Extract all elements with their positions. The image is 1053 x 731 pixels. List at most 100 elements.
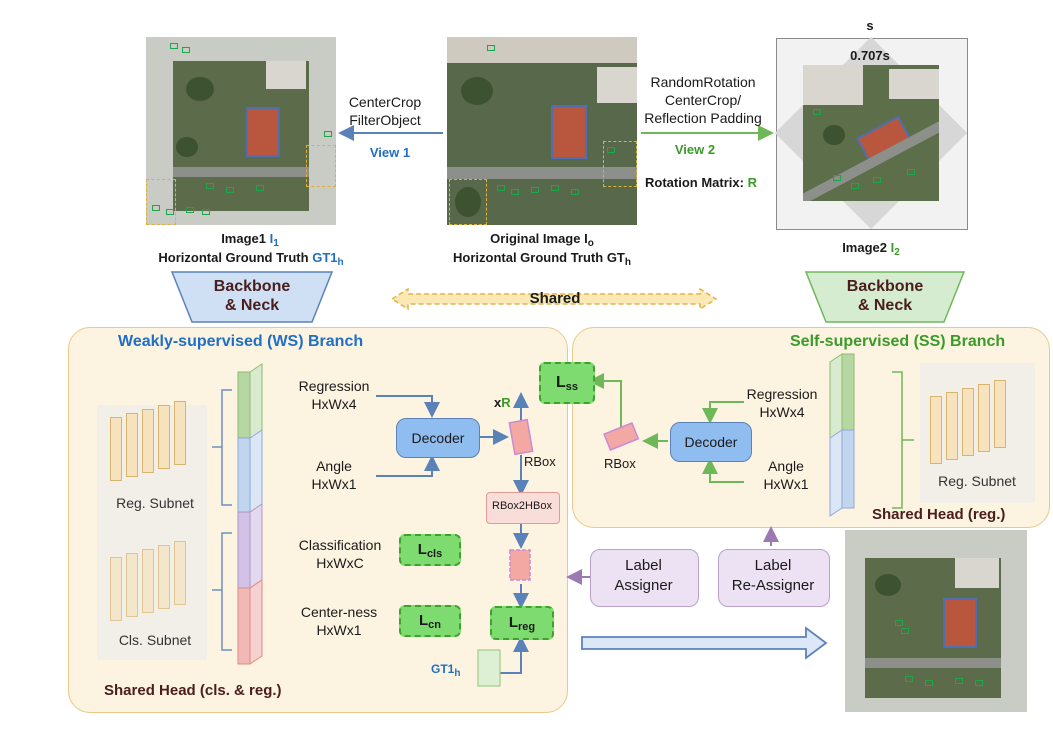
original-gt-subscript: h xyxy=(624,257,631,268)
ws-classification-line1: Classification xyxy=(298,537,382,553)
output-image xyxy=(845,530,1027,712)
left-backbone-trapezoid xyxy=(170,271,334,323)
image1-caption-text: Image1 xyxy=(221,231,270,246)
ws-reg-subnet-label: Reg. Subnet xyxy=(116,495,194,511)
rbox2hbox-label: RBox2HBox xyxy=(492,500,552,512)
ws-xr-label: xR xyxy=(494,395,511,410)
right-op-line3: Reflection Padding xyxy=(644,110,762,126)
cls-subnet-stack xyxy=(110,541,210,625)
ss-rbox-label: RBox xyxy=(604,456,636,471)
original-caption-line1: Original Image Io xyxy=(447,231,637,249)
loss-reg: Lreg xyxy=(490,606,554,640)
original-caption-line2: Horizontal Ground Truth GTh xyxy=(422,250,662,268)
label-assigner-line1: Label xyxy=(625,557,662,574)
loss-cn-letter: L xyxy=(418,612,429,629)
ss-angle-line2: HxWx1 xyxy=(763,476,809,492)
ws-regression-line2: HxWx4 xyxy=(311,396,357,412)
ss-footer-label: Shared Head (reg.) xyxy=(872,506,1006,523)
ss-reg-subnet-label: Reg. Subnet xyxy=(938,473,1016,489)
ws-reg-bracket xyxy=(212,389,232,506)
label-reassigner-line1: Label xyxy=(754,557,792,574)
ws-angle-line2: HxWx1 xyxy=(311,476,357,492)
ws-xr-text: x xyxy=(494,395,502,410)
loss-cn: Lcn xyxy=(399,605,461,637)
ws-branch-title: Weakly-supervised (WS) Branch xyxy=(118,333,364,350)
gt1h-text: GT1 xyxy=(431,662,455,676)
loss-reg-subscript: reg xyxy=(518,621,536,633)
gt1h-to-lreg xyxy=(500,636,529,674)
loss-cn-subscript: cn xyxy=(428,619,441,631)
loss-ss: Lss xyxy=(539,362,595,404)
s-label: s xyxy=(866,18,874,33)
loss-reg-letter: L xyxy=(508,614,519,631)
ws-angle-to-decoder xyxy=(376,455,440,477)
image2-caption-text: Image2 xyxy=(842,240,891,255)
ws-reg-to-decoder xyxy=(376,395,440,418)
image1-gt-subscript: h xyxy=(337,257,344,268)
ws-rbox-shape xyxy=(508,418,534,456)
gt1h-label: GT1h xyxy=(431,662,460,679)
ws-xr-symbol: R xyxy=(501,395,511,410)
label-reassigner-box xyxy=(718,549,830,607)
label-reassigner-line2: Re-Assigner xyxy=(731,577,815,594)
shared-label: Shared xyxy=(529,290,581,307)
rotation-matrix-text: Rotation Matrix: xyxy=(645,175,748,190)
shared-double-arrow xyxy=(390,287,718,311)
ss-regression-line1: Regression xyxy=(746,386,818,402)
loss-ss-letter: L xyxy=(555,374,566,391)
ss-bracket xyxy=(892,371,914,509)
ws-regression-line1: Regression xyxy=(298,378,370,394)
original-gt-text: Horizontal Ground Truth GT xyxy=(453,250,625,265)
view2-label: View 2 xyxy=(674,142,716,157)
ss-decoder: Decoder xyxy=(670,422,752,462)
ws-classification-line2: HxWxC xyxy=(316,555,364,571)
gt1h-subscript: h xyxy=(454,668,461,679)
image1-gt-symbol: GT1 xyxy=(312,250,338,265)
gt1h-box xyxy=(477,649,501,687)
ws-decoder: Decoder xyxy=(396,418,480,458)
image1-gt-text: Horizontal Ground Truth xyxy=(158,250,313,265)
ws-centerness-map xyxy=(249,579,263,665)
ws-centerness-line2: HxWx1 xyxy=(316,622,362,638)
left-backbone-line1: Backbone xyxy=(213,278,291,295)
ss-reg-subnet-stack xyxy=(930,380,1030,470)
right-backbone-line2: & Neck xyxy=(857,297,913,314)
label-assigner-line2: Assigner xyxy=(614,577,673,594)
original-caption-subscript: o xyxy=(587,238,594,249)
ss-rbox-shape xyxy=(603,421,640,451)
big-output-arrow xyxy=(581,626,828,660)
label-assigner-box xyxy=(590,549,699,607)
reg-subnet-stack xyxy=(110,401,210,485)
ws-cls-bracket xyxy=(212,532,232,651)
ws-cls-subnet-label: Cls. Subnet xyxy=(118,632,192,648)
loss-ss-subscript: ss xyxy=(565,381,579,393)
ss-branch-title: Self-supervised (SS) Branch xyxy=(790,333,1006,350)
ws-rbox-label: RBox xyxy=(524,454,556,469)
left-backbone-line2: & Neck xyxy=(224,297,280,314)
rbox2hbox-box xyxy=(486,492,560,524)
ss-rbox-to-lss xyxy=(588,373,622,427)
ss-angle-to-decoder xyxy=(702,458,744,483)
loss-cls: Lcls xyxy=(399,534,461,566)
image1-caption-line2: Horizontal Ground Truth GT1h xyxy=(126,250,376,268)
ws-footer-label: Shared Head (cls. & reg.) xyxy=(104,682,282,699)
view1-label: View 1 xyxy=(369,145,411,160)
original-caption-text: Original Image I xyxy=(490,231,588,246)
ws-angle-line1: Angle xyxy=(316,458,352,474)
image1-caption-line1: Image1 I1 xyxy=(146,231,354,249)
right-op-line2: CenterCrop/ xyxy=(664,92,742,108)
ws-hbox-shape xyxy=(509,549,531,581)
original-image xyxy=(447,37,637,225)
right-backbone-line1: Backbone xyxy=(846,278,924,295)
loss-cls-subscript: cls xyxy=(426,548,443,560)
image2-view2 xyxy=(803,65,939,201)
ws-angle-map xyxy=(249,429,263,514)
image2-caption: Image2 I2 xyxy=(776,240,966,258)
rotation-matrix-symbol: R xyxy=(747,175,757,190)
left-op-line1: CenterCrop xyxy=(348,94,422,110)
ss-angle-line1: Angle xyxy=(768,458,804,474)
ws-centerness-line1: Center-ness xyxy=(300,604,378,620)
